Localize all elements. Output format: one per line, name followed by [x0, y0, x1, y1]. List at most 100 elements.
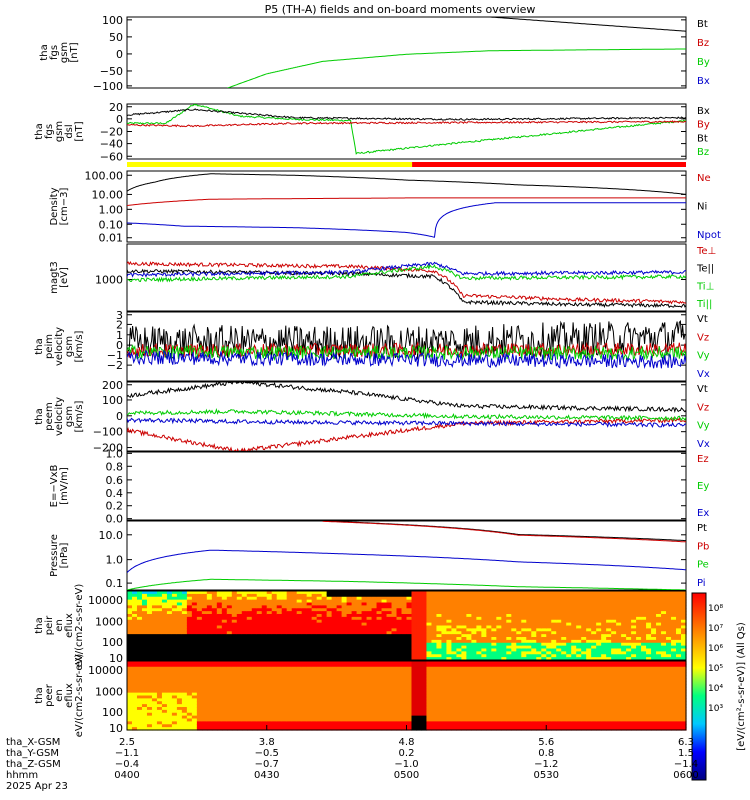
- spectrogram-cell: [506, 593, 512, 598]
- spectrogram-cell: [156, 616, 163, 621]
- spectrogram-cell: [516, 707, 522, 711]
- spectrogram-cell: [256, 593, 263, 598]
- spectrogram-cell: [531, 701, 537, 705]
- spectrogram-cell: [481, 672, 487, 676]
- spectrogram-cell: [481, 684, 487, 688]
- spectrogram-cell: [356, 698, 363, 702]
- spectrogram-cell: [176, 631, 183, 635]
- spectrogram-cell: [261, 605, 268, 609]
- spectrogram-cell: [571, 631, 577, 635]
- spectrogram-cell: [636, 654, 642, 658]
- spectrogram-cell: [191, 672, 198, 676]
- spectrogram-cell: [591, 605, 597, 609]
- spectrogram-cell: [191, 605, 198, 609]
- spectrogram-cell: [211, 625, 218, 629]
- spectrogram-cell: [511, 672, 517, 676]
- panel-frame: [126, 243, 687, 312]
- spectrogram-cell: [411, 692, 418, 697]
- spectrogram-cell: [171, 648, 178, 652]
- spectrogram-cell: [546, 715, 552, 720]
- spectrogram-cell: [161, 689, 168, 694]
- spectrogram-cell: [146, 648, 153, 652]
- spectrogram-cell: [156, 661, 163, 665]
- spectrogram-cell: [316, 672, 323, 676]
- spectrogram-cell: [376, 602, 383, 606]
- spectrogram-cell: [131, 666, 138, 671]
- spectrogram-cell: [141, 695, 148, 699]
- spectrogram-cell: [196, 608, 203, 612]
- spectrogram-cell: [396, 639, 403, 644]
- spectrogram-cell: [251, 727, 258, 731]
- spectrogram-cell: [421, 622, 428, 627]
- spectrogram-cell: [426, 695, 433, 699]
- series-Te⊥: [127, 261, 686, 305]
- spectrogram-cell: [666, 599, 672, 604]
- spectrogram-cell: [196, 684, 203, 688]
- spectrogram-cell: [441, 678, 448, 682]
- spectrogram-cell: [256, 651, 263, 655]
- spectrogram-cell: [431, 651, 438, 655]
- spectrogram-cell: [151, 675, 158, 679]
- spectrogram-cell: [461, 698, 467, 702]
- spectrogram-cell: [401, 663, 408, 668]
- spectrogram-cell: [401, 672, 408, 676]
- spectrogram-cell: [426, 684, 433, 688]
- spectrogram-cell: [391, 663, 398, 668]
- spectrogram-cell: [146, 663, 153, 668]
- spectrogram-cell: [501, 642, 507, 647]
- spectrogram-cell: [371, 701, 378, 705]
- spectrogram-cell: [306, 628, 313, 632]
- spectrogram-cell: [276, 619, 283, 624]
- spectrogram-cell: [461, 661, 467, 665]
- spectrogram-cell: [286, 639, 293, 644]
- spectrogram-cell: [511, 701, 517, 705]
- spectrogram-cell: [626, 645, 632, 650]
- spectrogram-cell: [366, 639, 373, 644]
- spectrogram-cell: [151, 712, 158, 717]
- spectrogram-cell: [211, 666, 218, 671]
- spectrogram-cell: [311, 596, 318, 601]
- spectrogram-cell: [166, 657, 173, 661]
- spectrogram-cell: [546, 701, 552, 705]
- spectrogram-cell: [311, 672, 318, 676]
- spectrogram-cell: [206, 657, 213, 661]
- spectrogram-cell: [176, 651, 183, 655]
- spectrogram-cell: [271, 654, 278, 658]
- spectrogram-cell: [471, 639, 477, 644]
- spectrogram-cell: [161, 605, 168, 609]
- spectrogram-cell: [416, 695, 423, 699]
- spectrogram-cell: [341, 666, 348, 671]
- spectrogram-cell: [141, 715, 148, 720]
- spectrogram-cell: [641, 651, 647, 655]
- spectrogram-cell: [321, 681, 328, 685]
- spectrogram-cell: [526, 669, 532, 674]
- spectrogram-cell: [176, 593, 183, 598]
- spectrogram-cell: [526, 712, 532, 717]
- spectrogram-cell: [286, 619, 293, 624]
- spectrogram-cell: [301, 704, 308, 708]
- spectrogram-cell: [481, 686, 487, 691]
- spectrogram-cell: [191, 669, 198, 674]
- spectrogram-cell: [506, 669, 512, 674]
- spectrogram-cell: [446, 639, 453, 644]
- spectrogram-cell: [196, 654, 203, 658]
- spectrogram-cell: [306, 651, 313, 655]
- spectrogram-cell: [536, 661, 542, 665]
- spectrogram-cell: [421, 599, 428, 604]
- spectrogram-cell: [551, 704, 557, 708]
- spectrogram-cell: [306, 692, 313, 697]
- spectrogram-cell: [576, 599, 582, 604]
- spectrogram-cell: [291, 707, 298, 711]
- spectrogram-cell: [481, 596, 487, 601]
- spectrogram-cell: [501, 724, 507, 728]
- spectrogram-cell: [316, 684, 323, 688]
- spectrogram-cell: [276, 628, 283, 632]
- spectrogram-cell: [341, 628, 348, 632]
- spectrogram-cell: [516, 614, 522, 618]
- spectrogram-cell: [396, 608, 403, 612]
- spectrogram-cell: [276, 681, 283, 685]
- spectrogram-cell: [296, 622, 303, 627]
- spectrogram-cell: [271, 684, 278, 688]
- spectrogram-cell: [481, 689, 487, 694]
- spectrogram-cell: [191, 628, 198, 632]
